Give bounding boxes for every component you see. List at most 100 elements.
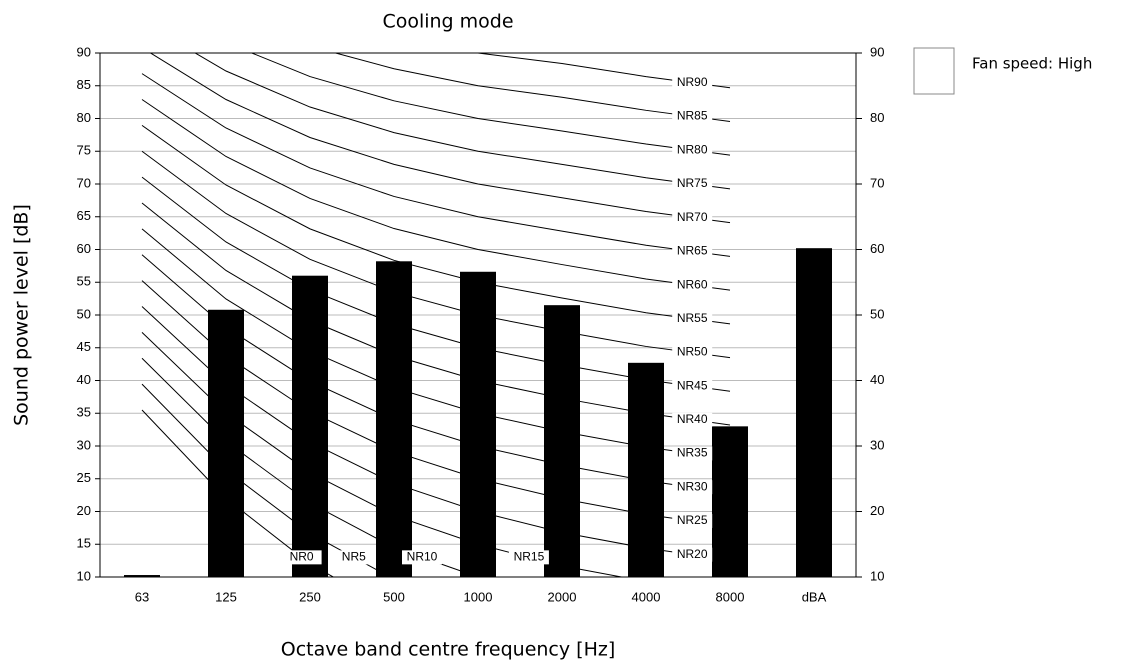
nr-label-bg <box>333 550 374 565</box>
x-tick-label: 2000 <box>548 589 577 604</box>
y-tick-label: 80 <box>77 110 91 125</box>
nr-label-bg <box>672 480 713 495</box>
nr-label: NR15 <box>514 550 545 564</box>
y-tick-label: 25 <box>77 470 91 485</box>
nr-label-bg <box>281 550 322 565</box>
y-tick-label: 65 <box>77 208 91 223</box>
y2-tick-label: 50 <box>870 306 884 321</box>
nr-label-bg <box>672 109 713 124</box>
nr-curve <box>149 53 731 224</box>
nr-label-bg <box>672 75 713 90</box>
nr-curve <box>333 53 731 122</box>
nr-curve <box>141 124 731 325</box>
bar <box>124 575 160 577</box>
y-tick-label: 20 <box>77 503 91 518</box>
y-tick-label: 85 <box>77 77 91 92</box>
nr-curve <box>141 150 731 359</box>
bar <box>208 309 244 577</box>
nr-curve <box>141 99 731 291</box>
nr-curve <box>141 73 731 257</box>
x-tick-label: 250 <box>299 589 321 604</box>
y-axis-label: Sound power level [dB] <box>11 204 33 426</box>
y-tick-label: 60 <box>77 241 91 256</box>
x-tick-label: 63 <box>135 589 149 604</box>
x-tick-label: 8000 <box>716 589 745 604</box>
nr-label-bg <box>672 278 713 293</box>
nr-label: NR90 <box>677 75 708 89</box>
y2-tick-label: 70 <box>870 175 884 190</box>
y-tick-label: 10 <box>77 568 91 583</box>
nr-label: NR5 <box>342 550 366 564</box>
y2-tick-label: 80 <box>870 110 884 125</box>
y-tick-label: 70 <box>77 175 91 190</box>
x-axis-label: Octave band centre frequency [Hz] <box>281 639 616 661</box>
nr-label: NR0 <box>290 550 314 564</box>
x-tick-label: 500 <box>383 589 405 604</box>
nr-label-bg <box>672 513 713 528</box>
nr-label: NR30 <box>677 479 708 493</box>
nr-label-bg <box>672 379 713 394</box>
nr-label: NR40 <box>677 412 708 426</box>
nr-curve <box>475 53 731 89</box>
x-tick-label: 1000 <box>464 589 493 604</box>
legend-label: Fan speed: High <box>972 55 1092 73</box>
nr-label: NR70 <box>677 210 708 224</box>
nr-label-bg <box>672 446 713 461</box>
nr-label-bg <box>402 550 442 565</box>
bar <box>292 275 328 577</box>
bar <box>376 261 412 577</box>
y2-tick-label: 60 <box>870 241 884 256</box>
nr-label: NR45 <box>677 378 708 392</box>
nr-label-bg <box>672 176 713 191</box>
y-tick-label: 35 <box>77 405 91 420</box>
nr-label-bg <box>672 244 713 259</box>
x-tick-label: dBA <box>802 589 827 604</box>
y2-tick-label: 20 <box>870 503 884 518</box>
nr-label: NR55 <box>677 311 708 325</box>
nr-label: NR10 <box>407 550 438 564</box>
bar <box>628 362 664 577</box>
bars <box>124 248 832 577</box>
nr-label-bg <box>672 547 713 562</box>
chart-title: Cooling mode <box>382 11 513 33</box>
bar <box>796 248 832 577</box>
x-tick-label: 125 <box>215 589 237 604</box>
nr-label-bg <box>672 210 713 225</box>
nr-label-bg <box>672 345 713 360</box>
y2-tick-label: 90 <box>870 44 884 59</box>
y2-tick-label: 30 <box>870 437 884 452</box>
nr-label: NR25 <box>677 513 708 527</box>
x-tick-label: 4000 <box>632 589 661 604</box>
nr-label-bg <box>672 143 713 158</box>
nr-label: NR80 <box>677 142 708 156</box>
y-tick-label: 15 <box>77 536 91 551</box>
y2-tick-label: 10 <box>870 568 884 583</box>
axes: 10 15 20 25 30 35 40 45 50 55 60 65 70 75 80 85 90 10 20 30… <box>77 44 885 604</box>
nr-label: NR85 <box>677 109 708 123</box>
nr-label: NR20 <box>677 547 708 561</box>
nr-label-bg <box>672 311 713 326</box>
nr-label-bg <box>508 550 549 565</box>
bar <box>712 426 748 577</box>
y-tick-label: 55 <box>77 274 91 289</box>
y-tick-label: 45 <box>77 339 91 354</box>
y-tick-label: 40 <box>77 372 91 387</box>
y-tick-label: 90 <box>77 44 91 59</box>
nr-label: NR50 <box>677 345 708 359</box>
nr-label: NR35 <box>677 446 708 460</box>
y2-tick-label: 40 <box>870 372 884 387</box>
bar <box>544 305 580 577</box>
y-tick-label: 30 <box>77 437 91 452</box>
nr-labels: NR0 NR5 NR10 NR15 NR20 NR25 NR30 NR35 NR40 NR45 NR… <box>281 75 713 565</box>
y-tick-label: 75 <box>77 143 91 158</box>
nr-label-bg <box>672 412 713 427</box>
legend-swatch <box>913 47 955 95</box>
bar <box>460 271 496 577</box>
nr-label: NR75 <box>677 176 708 190</box>
y-tick-label: 50 <box>77 306 91 321</box>
nr-curve <box>250 53 731 156</box>
nr-label: NR60 <box>677 277 708 291</box>
nr-label: NR65 <box>677 244 708 258</box>
nr-curve <box>194 53 731 190</box>
